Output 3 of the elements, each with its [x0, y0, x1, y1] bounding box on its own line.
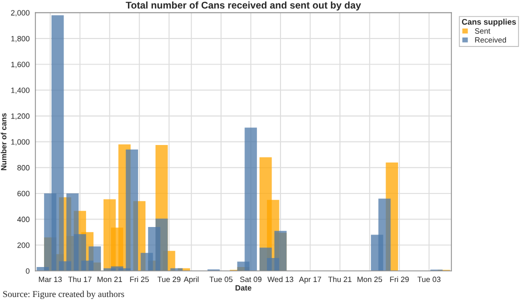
legend-title: Cans supplies	[462, 18, 516, 26]
chart-title: Total number of Cans received and sent out by day	[126, 1, 361, 11]
source-note: Source: Figure created by authors	[3, 290, 124, 299]
